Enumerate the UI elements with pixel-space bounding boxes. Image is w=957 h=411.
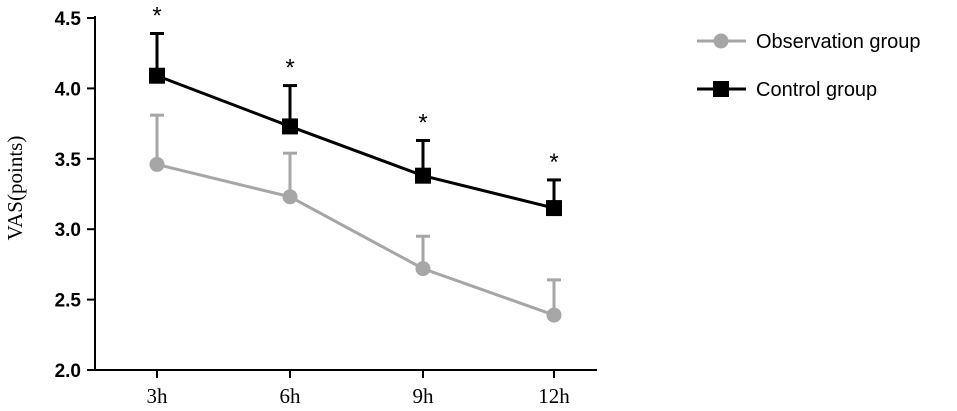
y-tick-label: 4.5 bbox=[55, 9, 82, 30]
series-line bbox=[156, 74, 555, 210]
y-tick-label: 4.0 bbox=[55, 79, 81, 100]
data-point bbox=[415, 167, 431, 184]
data-point bbox=[546, 307, 562, 323]
y-tick-label: 2.5 bbox=[55, 291, 82, 312]
legend-marker bbox=[713, 81, 729, 97]
x-tick-label: 3h bbox=[147, 384, 169, 408]
x-tick-label: 12h bbox=[538, 384, 570, 408]
data-point bbox=[546, 200, 562, 217]
legend-item: Control group bbox=[697, 79, 877, 101]
series-control bbox=[149, 31, 562, 217]
data-point bbox=[149, 156, 165, 172]
x-tick-labels: 3h 6h 9h 12h bbox=[147, 384, 571, 408]
y-tick-label: 3.0 bbox=[55, 220, 81, 241]
x-tick-label: 6h bbox=[280, 384, 302, 408]
y-tick-labels: 2.0 2.5 3.0 3.5 4.0 4.5 bbox=[55, 9, 82, 382]
y-tick-label: 3.5 bbox=[55, 150, 82, 171]
series-observation bbox=[149, 113, 562, 323]
data-point bbox=[415, 261, 431, 277]
data-point bbox=[282, 118, 298, 135]
axes bbox=[87, 16, 597, 378]
x-tick-label: 9h bbox=[413, 384, 435, 408]
data-point bbox=[282, 189, 298, 205]
annotations: * * * * bbox=[152, 2, 558, 175]
significance-asterisk: * bbox=[549, 149, 558, 176]
legend: Observation group Control group bbox=[697, 31, 921, 101]
y-tick-label: 2.0 bbox=[55, 361, 81, 382]
legend-label: Control group bbox=[756, 79, 877, 101]
series-line bbox=[156, 162, 555, 317]
legend-item: Observation group bbox=[697, 31, 921, 53]
y-axis-label: VAS(points) bbox=[3, 136, 27, 241]
data-point bbox=[149, 67, 165, 84]
legend-label: Observation group bbox=[756, 31, 921, 53]
series-layer bbox=[149, 31, 562, 323]
significance-asterisk: * bbox=[285, 55, 294, 82]
legend-marker bbox=[713, 33, 729, 49]
significance-asterisk: * bbox=[418, 109, 427, 136]
significance-asterisk: * bbox=[152, 2, 161, 29]
